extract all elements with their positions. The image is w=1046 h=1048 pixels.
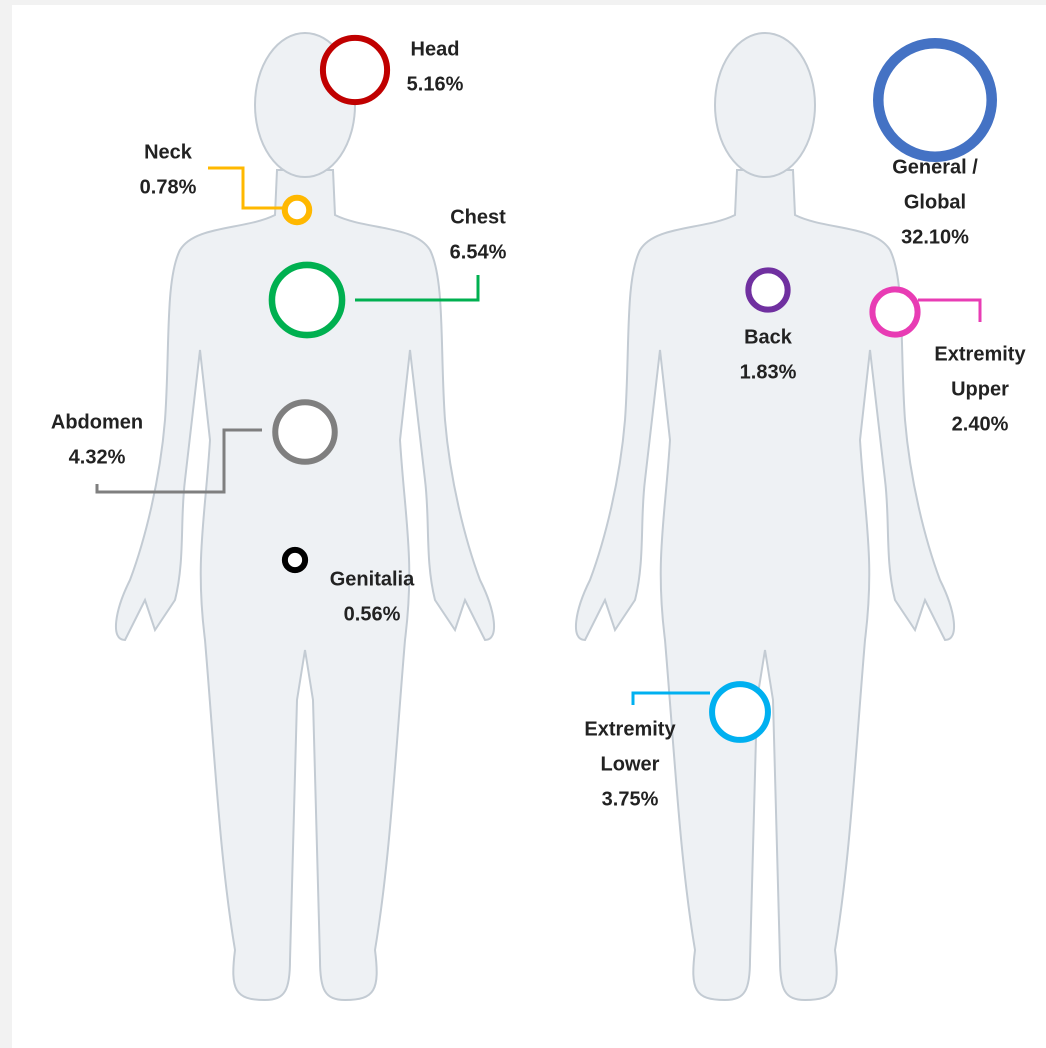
- region-value: 0.56%: [344, 603, 401, 625]
- region-label: Head: [411, 38, 460, 60]
- region-value: 5.16%: [407, 73, 464, 95]
- region-label: Chest: [450, 206, 506, 228]
- leader-line: [208, 166, 285, 210]
- region-circle: [268, 261, 346, 339]
- region-circle: [281, 546, 309, 574]
- region-label: General /: [892, 156, 978, 178]
- region-circle: [873, 38, 997, 162]
- region-circle: [709, 681, 771, 743]
- region-label: Upper: [951, 378, 1009, 400]
- region-circle: [319, 34, 391, 106]
- region-label: Back: [744, 326, 793, 348]
- region-value: 0.78%: [140, 176, 197, 198]
- region-label: Global: [904, 191, 966, 213]
- region-label: Extremity: [584, 718, 676, 740]
- leader-line: [918, 298, 982, 322]
- region-circle: [745, 267, 791, 313]
- region-value: 1.83%: [740, 361, 797, 383]
- region-label: Genitalia: [330, 568, 415, 590]
- leader-line: [95, 428, 262, 494]
- region-circle: [281, 194, 313, 226]
- region-label: Abdomen: [51, 411, 143, 433]
- region-value: 6.54%: [450, 241, 507, 263]
- region-circle: [272, 399, 338, 465]
- region-label: Extremity: [934, 343, 1026, 365]
- region-value: 32.10%: [901, 226, 969, 248]
- region-circle: [869, 286, 921, 338]
- region-label: Lower: [601, 753, 660, 775]
- region-value: 3.75%: [602, 788, 659, 810]
- region-value: 4.32%: [69, 446, 126, 468]
- leader-line: [631, 691, 710, 705]
- region-label: Neck: [144, 141, 193, 163]
- panel: [12, 5, 1046, 1048]
- region-value: 2.40%: [952, 413, 1009, 435]
- leader-line: [355, 275, 480, 302]
